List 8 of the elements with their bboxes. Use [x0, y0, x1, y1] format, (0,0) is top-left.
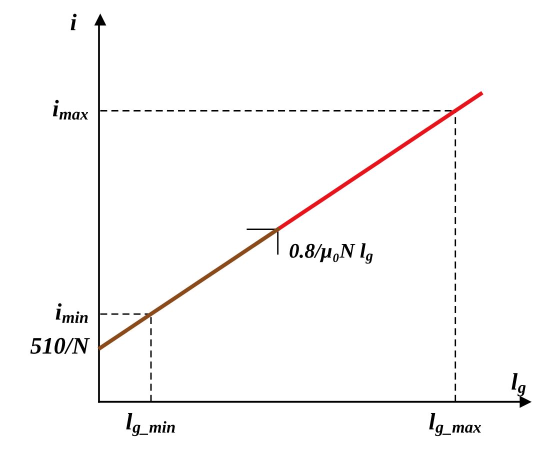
annotation: 510/N [30, 338, 90, 354]
x-tick-label: l$_{g_max}$ [429, 412, 481, 436]
annotation: 0.8/μ₀N l$_{g}$ [290, 243, 373, 264]
ref-line-label: i$_{max}$ [52, 100, 88, 120]
ref-line-label: i$_{min}$ [56, 303, 88, 323]
y-axis-title: i [70, 14, 77, 30]
x-axis-title: l$_{g}$ [512, 373, 526, 396]
x-tick-label: l$_{g_min}$ [126, 412, 175, 436]
